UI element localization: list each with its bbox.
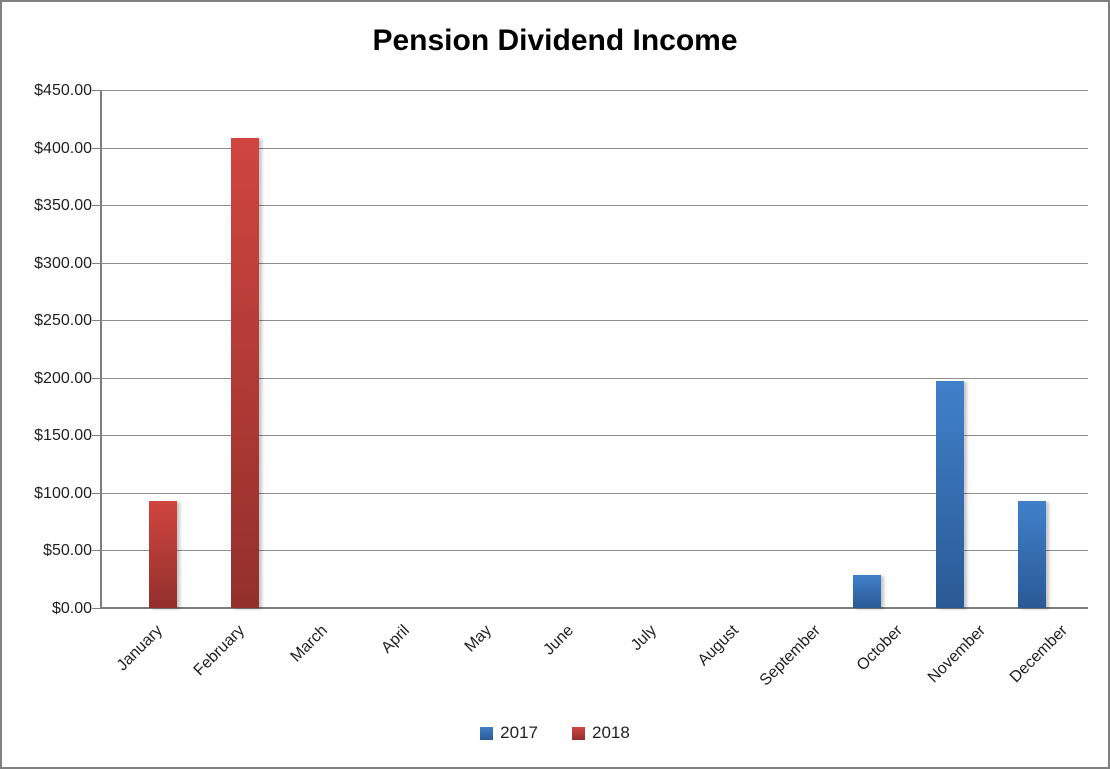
y-axis-tick	[92, 148, 100, 149]
y-axis-tick	[92, 493, 100, 494]
y-axis-tick	[92, 205, 100, 206]
legend-swatch-2018	[572, 726, 585, 740]
legend-label-2018: 2018	[592, 723, 630, 742]
bar-2017-november[interactable]	[936, 381, 964, 608]
gridline	[101, 378, 1088, 379]
y-axis-tick-label: $450.00	[34, 82, 92, 99]
y-axis-tick-label: $200.00	[34, 370, 92, 387]
gridline	[101, 435, 1088, 436]
bar-2018-january[interactable]	[149, 501, 177, 608]
bar-2017-october[interactable]	[853, 575, 881, 608]
x-axis-label-april: April	[378, 622, 414, 657]
y-axis-tick-label: $300.00	[34, 255, 92, 272]
y-axis-tick	[92, 263, 100, 264]
y-axis-tick-label: $250.00	[34, 312, 92, 329]
x-axis-label-february: February	[190, 622, 249, 680]
y-axis-tick	[92, 608, 100, 609]
x-axis-label-january: January	[113, 622, 167, 675]
x-axis-line	[100, 607, 1088, 609]
x-axis-label-august: August	[694, 622, 743, 670]
bar-2018-february[interactable]	[231, 138, 259, 608]
y-axis-tick	[92, 435, 100, 436]
gridline	[101, 148, 1088, 149]
y-axis-line	[100, 90, 102, 608]
gridline	[101, 493, 1088, 494]
legend-item-2017[interactable]: 2017	[480, 723, 538, 743]
x-axis-label-october: October	[853, 622, 907, 675]
x-axis-label-december: December	[1006, 622, 1072, 687]
y-axis-tick	[92, 550, 100, 551]
bar-2017-december[interactable]	[1018, 501, 1046, 608]
x-axis-label-july: July	[627, 622, 661, 655]
legend-label-2017: 2017	[500, 723, 538, 742]
y-axis-tick	[92, 378, 100, 379]
y-axis-tick-label: $400.00	[34, 140, 92, 157]
y-axis-tick-label: $100.00	[34, 485, 92, 502]
y-axis-tick-label: $150.00	[34, 427, 92, 444]
gridline	[101, 550, 1088, 551]
legend-swatch-2017	[480, 726, 494, 740]
gridline	[101, 320, 1088, 321]
legend: 2017 2018	[2, 723, 1108, 743]
y-axis-tick-label: $350.00	[34, 197, 92, 214]
x-axis-label-march: March	[287, 622, 332, 666]
y-axis-tick-label: $50.00	[43, 542, 92, 559]
plot-area	[92, 90, 1088, 609]
y-axis-tick	[92, 320, 100, 321]
chart-title: Pension Dividend Income	[372, 24, 738, 57]
gridline	[101, 90, 1088, 91]
x-axis-label-may: May	[461, 622, 496, 656]
x-axis-label-september: September	[756, 622, 825, 690]
legend-item-2018[interactable]: 2018	[572, 723, 630, 743]
gridline	[101, 205, 1088, 206]
x-axis-label-november: November	[924, 622, 990, 687]
gridline	[101, 263, 1088, 264]
y-axis-tick-label: $0.00	[51, 600, 92, 617]
x-axis-label-june: June	[540, 622, 578, 659]
y-axis-tick	[92, 90, 100, 91]
